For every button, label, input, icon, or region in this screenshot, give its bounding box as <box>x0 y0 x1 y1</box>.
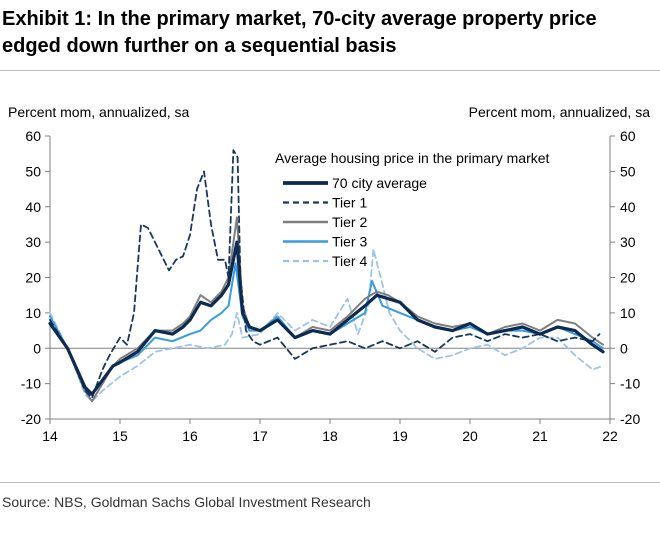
y-tick-label-right: 0 <box>620 340 628 356</box>
left-axis-unit-label: Percent mom, annualized, sa <box>8 104 190 120</box>
chart-title: Exhibit 1: In the primary market, 70-cit… <box>2 6 652 60</box>
legend-title: Average housing price in the primary mar… <box>275 150 550 166</box>
legend-label-70-city-average: 70 city average <box>332 175 427 191</box>
right-axis-unit-label: Percent mom, annualized, sa <box>468 104 650 120</box>
legend-label-tier-4: Tier 4 <box>332 253 367 269</box>
series-line-70-city-average <box>48 240 605 396</box>
y-tick-label-left: 40 <box>25 199 41 215</box>
y-tick-label-right: 40 <box>620 199 636 215</box>
x-tick-label: 18 <box>322 428 338 444</box>
y-tick-label-left: 0 <box>33 340 41 356</box>
series-line-tier-1 <box>49 149 601 399</box>
y-tick-label-left: 10 <box>25 305 41 321</box>
y-tick-label-right: -20 <box>620 411 640 427</box>
legend-label-tier-2: Tier 2 <box>332 214 367 230</box>
y-tick-label-right: 20 <box>620 270 636 286</box>
x-tick-label: 22 <box>602 428 618 444</box>
y-tick-label-left: 50 <box>25 163 41 179</box>
x-tick-label: 14 <box>42 428 58 444</box>
series-line-tier-2 <box>49 216 604 403</box>
y-tick-label-left: 60 <box>25 128 41 144</box>
legend-label-tier-3: Tier 3 <box>332 234 367 250</box>
chart-title-line-2: edged down further on a sequential basis <box>2 35 397 57</box>
chart-title-line-1: Exhibit 1: In the primary market, 70-cit… <box>2 8 597 30</box>
x-tick-label: 15 <box>112 428 128 444</box>
x-tick-label: 16 <box>182 428 198 444</box>
y-tick-label-left: 20 <box>25 270 41 286</box>
y-tick-label-left: -10 <box>21 376 41 392</box>
y-tick-label-right: 30 <box>620 234 636 250</box>
y-tick-label-left: -20 <box>21 411 41 427</box>
footer-divider <box>0 482 660 483</box>
series-line-tier-4 <box>49 248 604 403</box>
y-tick-label-right: 50 <box>620 163 636 179</box>
y-tick-label-right: 60 <box>620 128 636 144</box>
x-tick-label: 17 <box>252 428 268 444</box>
y-tick-label-left: 30 <box>25 234 41 250</box>
y-tick-label-right: 10 <box>620 305 636 321</box>
x-tick-label: 19 <box>392 428 408 444</box>
source-note: Source: NBS, Goldman Sachs Global Invest… <box>2 494 371 510</box>
title-divider <box>0 70 660 71</box>
x-tick-label: 21 <box>532 428 548 444</box>
x-tick-label: 20 <box>462 428 478 444</box>
legend-label-tier-1: Tier 1 <box>332 195 367 211</box>
y-tick-label-right: -10 <box>620 376 640 392</box>
